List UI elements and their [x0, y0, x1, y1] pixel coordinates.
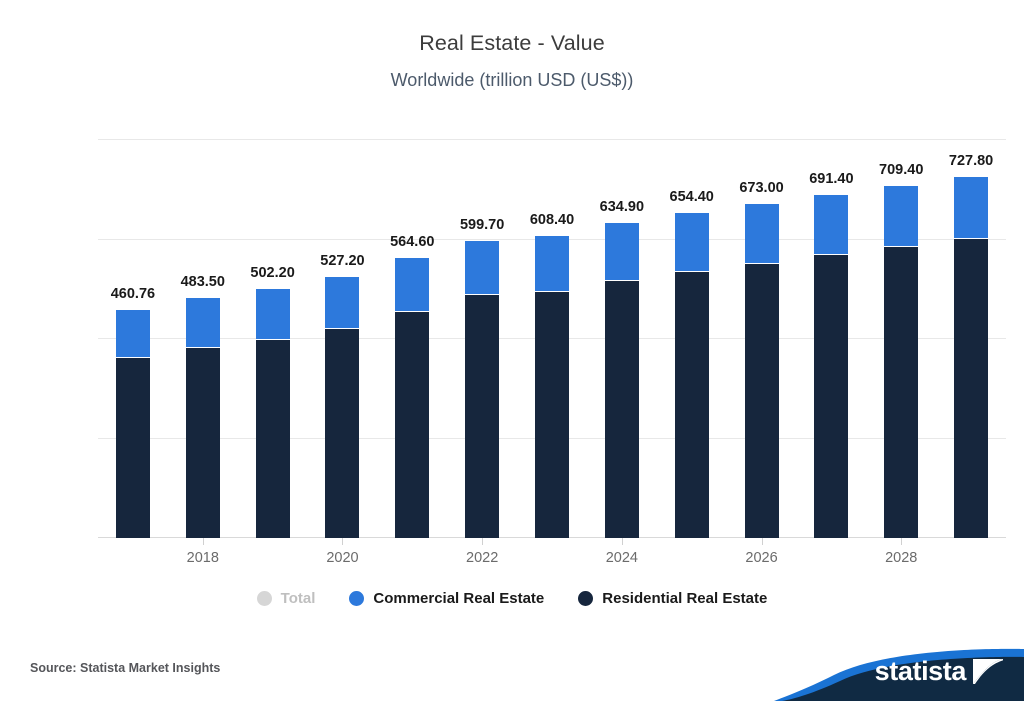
statista-wordmark: statista — [874, 656, 967, 686]
legend-swatch-icon — [256, 591, 272, 606]
x-tick-label-2022: 2022 — [466, 550, 499, 566]
bar-value-label: 483.50 — [180, 274, 225, 291]
legend-label: Residential Real Estate — [602, 590, 768, 607]
bar-segment-residential[interactable] — [674, 271, 709, 538]
bar-value-label: 460.76 — [110, 285, 156, 302]
bar-segment-commercial[interactable] — [604, 222, 639, 281]
gridline-800 — [98, 139, 1006, 140]
bar-segment-residential[interactable] — [465, 294, 500, 538]
bar-segment-commercial[interactable] — [814, 194, 849, 256]
statista-swoosh-icon — [973, 659, 1003, 684]
legend-swatch-icon — [349, 591, 365, 606]
footer-shape — [774, 648, 1024, 701]
bar-group-2019[interactable]: 502.20 — [250, 265, 295, 538]
bar-group-2025[interactable]: 654.40 — [670, 189, 714, 538]
bar-segment-residential[interactable] — [325, 328, 360, 538]
x-tick-label-2026: 2026 — [745, 550, 778, 566]
bar-segment-residential[interactable] — [185, 348, 220, 538]
bar-segment-commercial[interactable] — [674, 212, 709, 272]
bar-segment-residential[interactable] — [535, 292, 569, 538]
chart-plot-area: 0200400600800 460.76483.50502.20527.2056… — [98, 139, 1006, 538]
bar-value-label: 599.70 — [459, 216, 505, 233]
bar-value-label: 634.90 — [599, 199, 645, 216]
legend-item-total[interactable]: Total — [256, 590, 316, 607]
legend-label: Total — [280, 590, 316, 607]
bar-segment-residential[interactable] — [744, 264, 779, 538]
source-note: Source: Statista Market Insights — [30, 661, 221, 675]
chart-subtitle: Worldwide (trillion USD (US$)) — [390, 70, 634, 90]
bar-group-2024[interactable]: 634.90 — [600, 199, 644, 538]
bar-segment-commercial[interactable] — [954, 175, 989, 240]
x-tick-mark-2024 — [621, 538, 623, 545]
bar-value-label: 673.00 — [739, 180, 784, 197]
bar-value-label: 527.20 — [320, 252, 365, 269]
bar-segment-residential[interactable] — [814, 255, 849, 538]
bar-segment-commercial[interactable] — [465, 239, 500, 295]
bar-segment-commercial[interactable] — [185, 297, 220, 349]
bar-value-label: 691.40 — [809, 171, 854, 188]
bar-group-2017[interactable]: 460.76 — [111, 286, 155, 538]
bar-segment-commercial[interactable] — [744, 203, 779, 265]
bar-segment-commercial[interactable] — [395, 257, 430, 313]
bar-value-label: 654.40 — [669, 189, 714, 206]
bar-value-label: 502.20 — [250, 265, 295, 282]
bar-group-2029[interactable]: 727.80 — [949, 153, 993, 538]
bar-value-label: 727.80 — [948, 152, 994, 169]
bar-segment-residential[interactable] — [395, 312, 430, 538]
bar-segment-commercial[interactable] — [325, 275, 360, 329]
x-tick-label-2028: 2028 — [885, 550, 918, 566]
bar-segment-commercial[interactable] — [884, 185, 919, 247]
bar-segment-residential[interactable] — [604, 280, 639, 538]
bar-group-2022[interactable]: 599.70 — [460, 217, 504, 538]
chart-legend: Total Commercial Real Estate Residential R… — [0, 590, 1024, 607]
bar-segment-residential[interactable] — [884, 246, 919, 538]
bar-segment-residential[interactable] — [255, 340, 290, 538]
bar-group-2018[interactable]: 483.50 — [181, 274, 225, 538]
x-tick-mark-2028 — [901, 538, 903, 545]
bar-segment-commercial[interactable] — [535, 235, 569, 293]
bar-segment-commercial[interactable] — [255, 288, 290, 340]
legend-item-commercial-real-estate[interactable]: Commercial Real Estate — [349, 590, 544, 607]
x-axis: 2018 2020 2022 2024 2026 2028 — [98, 538, 1006, 578]
bar-value-label: 564.60 — [390, 234, 435, 251]
legend-item-residential-real-estate[interactable]: Residential Real Estate — [578, 590, 767, 607]
x-tick-mark-2018 — [202, 538, 204, 545]
bar-group-2028[interactable]: 709.40 — [879, 162, 923, 538]
bar-segment-residential[interactable] — [954, 239, 989, 538]
x-tick-mark-2020 — [342, 538, 344, 545]
chart-title: Real Estate - Value — [419, 31, 605, 55]
bar-value-label: 608.40 — [529, 212, 575, 229]
bar-segment-commercial[interactable] — [115, 308, 150, 359]
bar-group-2026[interactable]: 673.00 — [739, 180, 784, 538]
x-tick-label-2024: 2024 — [605, 550, 638, 566]
legend-swatch-icon — [578, 591, 594, 606]
legend-label: Commercial Real Estate — [373, 590, 545, 607]
x-tick-mark-2022 — [482, 538, 484, 545]
statista-brand-footer: statista — [774, 629, 1024, 701]
bar-group-2027[interactable]: 691.40 — [809, 171, 854, 538]
x-tick-label-2018: 2018 — [186, 550, 219, 566]
bar-segment-residential[interactable] — [115, 358, 150, 538]
x-tick-label-2020: 2020 — [326, 550, 359, 566]
bar-group-2020[interactable]: 527.20 — [320, 253, 365, 538]
bar-value-label: 709.40 — [879, 162, 924, 179]
bar-group-2021[interactable]: 564.60 — [390, 234, 434, 538]
x-tick-mark-2026 — [761, 538, 763, 545]
bar-group-2023[interactable]: 608.40 — [530, 212, 574, 538]
